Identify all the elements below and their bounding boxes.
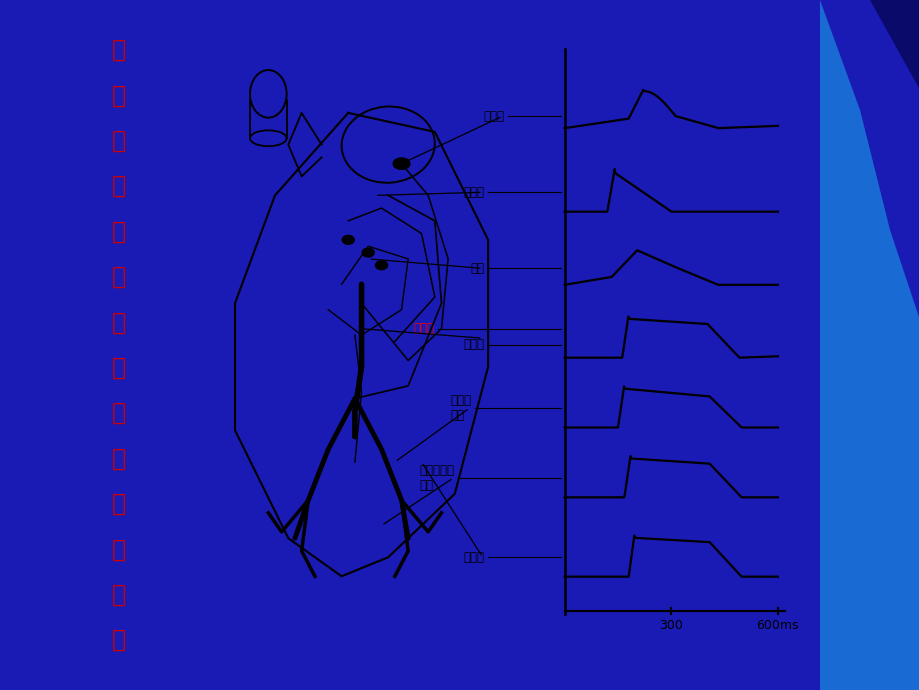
Text: 心房肌: 心房肌 xyxy=(463,186,484,199)
Ellipse shape xyxy=(362,248,374,257)
Text: 位: 位 xyxy=(111,628,126,652)
Polygon shape xyxy=(869,0,919,90)
Text: 希氏束: 希氏束 xyxy=(463,338,484,351)
Polygon shape xyxy=(819,0,919,690)
Text: 分: 分 xyxy=(111,219,126,244)
Text: 膜: 膜 xyxy=(111,538,126,561)
Text: 末梢浦肯野
纤维: 末梢浦肯野 纤维 xyxy=(419,464,454,492)
Text: 的: 的 xyxy=(111,446,126,471)
Text: 部: 部 xyxy=(111,174,126,198)
Text: 跨: 跨 xyxy=(111,492,126,516)
Text: 浦肯野
纤维: 浦肯野 纤维 xyxy=(450,394,471,422)
Text: 结区: 结区 xyxy=(471,262,484,275)
Text: 肌: 肌 xyxy=(111,310,126,334)
Text: 胞: 胞 xyxy=(111,401,126,425)
Ellipse shape xyxy=(392,158,409,169)
Text: 心室肌: 心室肌 xyxy=(463,551,484,564)
Text: 细: 细 xyxy=(111,356,126,380)
Ellipse shape xyxy=(375,261,387,270)
Text: 300: 300 xyxy=(659,620,683,633)
Text: 各: 各 xyxy=(111,129,126,152)
Text: 600ms: 600ms xyxy=(755,620,799,633)
Text: 脏: 脏 xyxy=(111,83,126,107)
Text: 房室束: 房室束 xyxy=(414,322,435,335)
Text: 心: 心 xyxy=(111,265,126,289)
Text: 窦房结: 窦房结 xyxy=(483,110,505,123)
Text: 电: 电 xyxy=(111,583,126,607)
Ellipse shape xyxy=(342,235,354,244)
Text: 心: 心 xyxy=(111,38,126,62)
